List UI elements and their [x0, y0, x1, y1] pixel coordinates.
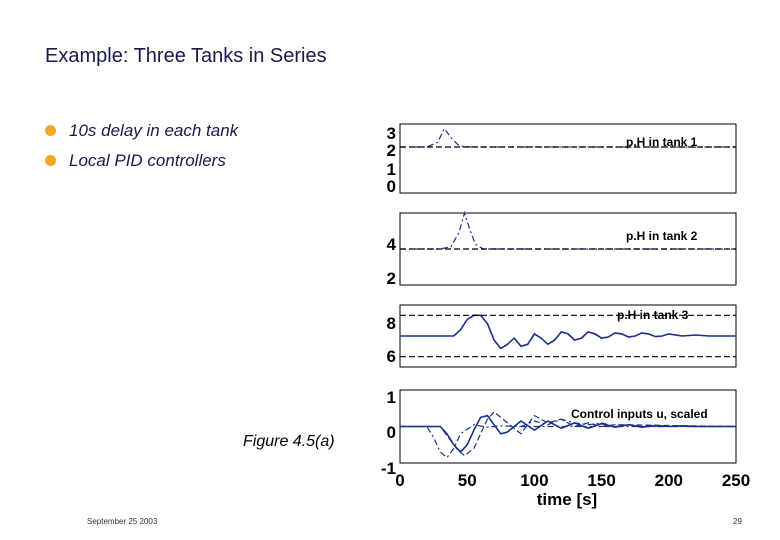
series-line [400, 210, 736, 250]
y-tick-label: 1 [387, 160, 396, 179]
bullet-item: Local PID controllers [45, 148, 238, 178]
y-tick-label: 4 [387, 235, 397, 254]
series-line [400, 414, 736, 454]
x-tick-label: 50 [458, 471, 477, 490]
x-tick-label: 200 [655, 471, 683, 490]
y-tick-label: -1 [381, 459, 396, 478]
y-tick-label: 6 [387, 347, 396, 366]
x-tick-label: 0 [395, 471, 404, 490]
page-number: 29 [733, 517, 742, 526]
panel-title: p.H in tank 2 [626, 229, 698, 243]
x-axis-title: time [s] [537, 490, 597, 509]
y-tick-label: 3 [387, 124, 396, 143]
panel-title: p.H in tank 3 [617, 308, 689, 322]
slide-title: Example: Three Tanks in Series [45, 45, 327, 67]
bullet-text: Local PID controllers [69, 151, 226, 170]
y-tick-label: 1 [387, 388, 396, 407]
x-tick-label: 100 [520, 471, 548, 490]
y-tick-label: 8 [387, 314, 396, 333]
y-tick-label: 0 [387, 177, 396, 196]
bullet-item: 10s delay in each tank [45, 118, 238, 148]
panel-title: Control inputs u, scaled [571, 407, 708, 421]
x-tick-label: 250 [722, 471, 750, 490]
series-line [520, 418, 736, 428]
bullet-text: 10s delay in each tank [69, 121, 239, 140]
x-tick-label: 150 [587, 471, 615, 490]
series-line [400, 314, 736, 350]
y-tick-label: 2 [387, 141, 396, 160]
figure-caption: Figure 4.5(a) [243, 433, 335, 450]
y-tick-label: 2 [387, 269, 396, 288]
footer-date: September 25 2003 [87, 517, 158, 526]
panel-title: p.H in tank 1 [626, 135, 698, 149]
bullet-dot-icon [45, 125, 56, 136]
series-line [400, 424, 736, 459]
series-line [400, 411, 737, 457]
y-tick-label: 0 [387, 423, 396, 442]
bullet-list: 10s delay in each tank Local PID control… [45, 118, 238, 178]
panel-frame [399, 123, 737, 194]
bullet-dot-icon [45, 155, 56, 166]
